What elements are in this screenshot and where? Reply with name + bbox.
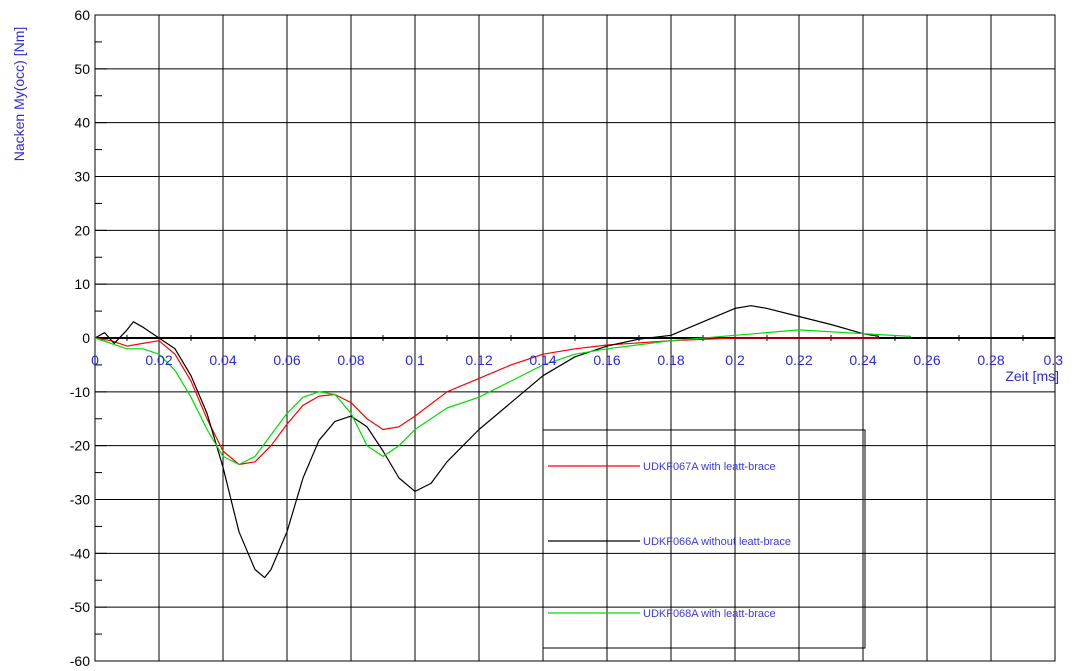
x-tick-label: 0.14 — [529, 352, 556, 368]
legend: UDKF067A with leatt-brace UDKF066A withou… — [542, 429, 866, 649]
x-tick-label: 0.24 — [849, 352, 876, 368]
x-axis-title: Zeit [ms] — [1005, 368, 1059, 384]
y-tick-label: -20 — [70, 438, 90, 454]
series-lines — [94, 305, 912, 579]
y-tick-label: 40 — [74, 115, 90, 131]
y-tick-label: -10 — [70, 384, 90, 400]
series-line-1 — [94, 337, 879, 466]
legend-label: UDKF067A with leatt-brace — [643, 461, 776, 473]
series-line-3 — [94, 329, 912, 466]
series-line-2 — [94, 305, 880, 579]
y-tick-label: -30 — [70, 492, 90, 508]
y-axis-title: Nacken My(occ) [Nm] — [11, 27, 27, 162]
x-tick-label: 0.2 — [725, 352, 745, 368]
legend-label: UDKF068A with leatt-brace — [643, 608, 776, 620]
legend-box — [542, 429, 866, 649]
legend-label: UDKF066A without leatt-brace — [643, 536, 791, 548]
y-tick-label: 0 — [82, 330, 90, 346]
plot-frame — [94, 14, 1056, 662]
x-tick-label: 0 — [91, 352, 99, 368]
y-tick-label: 60 — [74, 7, 90, 23]
x-tick-label: 0.1 — [405, 352, 425, 368]
x-tick-label: 0.12 — [465, 352, 492, 368]
x-tick-label: 0.28 — [977, 352, 1004, 368]
y-tick-label: -50 — [70, 599, 90, 615]
x-tick-label: 0.18 — [657, 352, 684, 368]
x-tick-label: 0.3 — [1044, 352, 1064, 368]
x-tick-label: 0.08 — [337, 352, 364, 368]
y-tick-label: 30 — [74, 169, 90, 185]
x-tick-label: 0.22 — [785, 352, 812, 368]
x-tick-label: 0.16 — [593, 352, 620, 368]
x-tick-label: 0.04 — [209, 352, 236, 368]
y-tick-label: 20 — [74, 222, 90, 238]
y-tick-label: -40 — [70, 545, 90, 561]
y-tick-label: -60 — [70, 653, 90, 669]
y-tick-label: 10 — [74, 276, 90, 292]
y-tick-label: 50 — [74, 61, 90, 77]
x-tick-label: 0.26 — [913, 352, 940, 368]
x-tick-label: 0.02 — [145, 352, 172, 368]
x-tick-label: 0.06 — [273, 352, 300, 368]
